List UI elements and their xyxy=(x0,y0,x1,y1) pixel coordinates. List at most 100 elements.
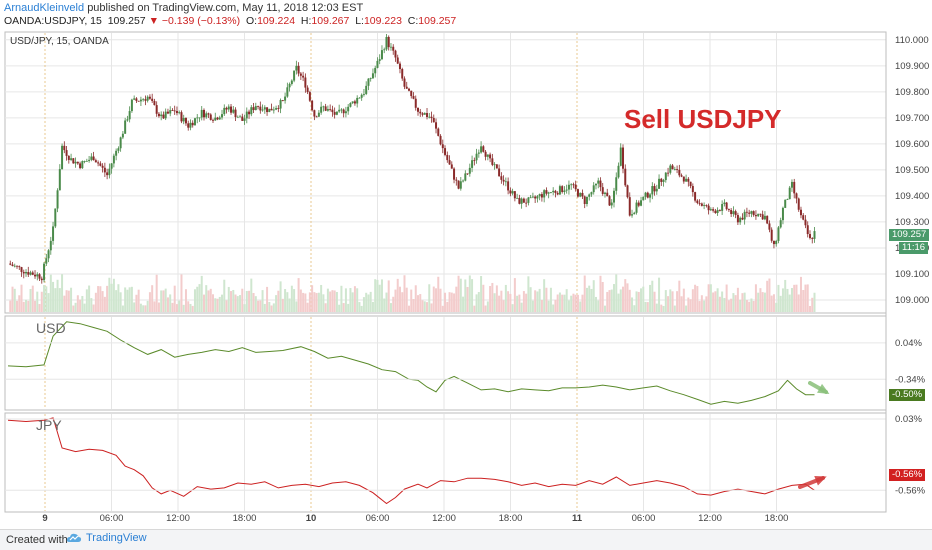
volume-bar xyxy=(227,286,230,312)
volume-bar xyxy=(491,282,494,312)
candle-body xyxy=(477,152,480,154)
candle-body xyxy=(374,67,377,74)
candle-body xyxy=(205,113,208,118)
volume-bar xyxy=(212,294,215,312)
sell-annotation: Sell USDJPY xyxy=(624,104,782,134)
volume-bar xyxy=(680,296,683,312)
candle-body xyxy=(365,85,368,94)
candle-body xyxy=(58,169,61,191)
volume-bar xyxy=(58,288,61,312)
candle-body xyxy=(718,210,721,211)
tradingview-brand[interactable]: TradingView xyxy=(66,532,147,544)
volume-bar xyxy=(362,297,365,312)
volume-bar xyxy=(407,305,410,312)
volume-bar xyxy=(435,288,438,312)
volume-bar xyxy=(191,305,194,312)
brand-label: TradingView xyxy=(86,532,147,544)
candle-body xyxy=(320,106,323,113)
candle-body xyxy=(592,185,595,193)
candle-body xyxy=(119,137,122,149)
candle-body xyxy=(311,100,314,111)
volume-bar xyxy=(464,279,467,312)
volume-bar xyxy=(626,283,629,312)
candle-body xyxy=(786,199,789,200)
candle-body xyxy=(277,108,280,109)
candle-body xyxy=(421,113,424,115)
volume-bar xyxy=(268,301,271,312)
candle-body xyxy=(29,272,32,275)
candle-body xyxy=(288,83,291,88)
high-label: H: xyxy=(300,15,312,27)
volume-bar xyxy=(768,278,771,312)
volume-bar xyxy=(716,288,719,312)
candle-body xyxy=(83,161,86,162)
candle-body xyxy=(392,46,395,51)
candle-body xyxy=(20,267,23,272)
volume-bar xyxy=(27,300,30,312)
candle-body xyxy=(547,192,550,194)
volume-bar xyxy=(266,286,269,312)
volume-bar xyxy=(444,292,447,312)
volume-bar xyxy=(779,295,782,312)
candle-body xyxy=(281,100,284,101)
volume-bar xyxy=(466,286,469,312)
candle-body xyxy=(221,114,224,118)
volume-bar xyxy=(193,289,196,312)
volume-bar xyxy=(556,294,559,312)
volume-bar xyxy=(502,300,505,312)
volume-bar xyxy=(261,290,264,312)
volume-bar xyxy=(662,305,665,312)
candle-body xyxy=(763,215,766,220)
candle-body xyxy=(432,118,435,123)
volume-bar xyxy=(707,284,710,312)
candle-body xyxy=(347,106,350,112)
volume-bar xyxy=(85,289,88,312)
volume-bar xyxy=(563,294,566,312)
volume-bar xyxy=(270,305,273,312)
volume-bar xyxy=(727,300,730,312)
created-with-text: Created with xyxy=(6,534,68,546)
author-link[interactable]: ArnaudKleinveld xyxy=(4,2,85,14)
volume-bar xyxy=(398,286,401,312)
candle-body xyxy=(302,75,305,78)
candle-body xyxy=(464,173,467,181)
candle-body xyxy=(9,263,12,265)
chart-canvas[interactable]: 110.000 109.900 109.800 109.700 109.600 109.5… xyxy=(0,0,932,529)
volume-bar xyxy=(47,293,50,312)
candle-body xyxy=(793,181,796,194)
candle-body xyxy=(162,114,165,119)
volume-bar xyxy=(644,301,647,312)
candle-body xyxy=(734,211,737,216)
candle-body xyxy=(437,128,440,136)
candle-body xyxy=(412,96,415,99)
candle-body xyxy=(430,116,433,119)
candle-body xyxy=(417,107,420,112)
candle-body xyxy=(239,116,242,118)
candle-body xyxy=(133,98,136,100)
volume-bar xyxy=(306,302,309,312)
volume-bar xyxy=(117,284,120,312)
volume-bar xyxy=(160,290,163,312)
candle-body xyxy=(360,94,363,98)
volume-bar xyxy=(396,278,399,312)
volume-bar xyxy=(135,294,138,312)
candle-body xyxy=(362,93,365,95)
candle-body xyxy=(56,190,59,209)
volume-bar xyxy=(689,299,692,312)
candle-body xyxy=(151,98,154,101)
candle-body xyxy=(230,106,233,113)
volume-bar xyxy=(797,294,800,312)
volume-bar xyxy=(281,298,284,312)
price-tick-label: 109.800 xyxy=(895,87,929,98)
volume-bar xyxy=(784,279,787,312)
volume-bar xyxy=(730,298,733,312)
candle-body xyxy=(212,119,215,121)
volume-bar xyxy=(414,285,417,312)
volume-bar xyxy=(748,301,751,312)
volume-bar xyxy=(175,304,178,312)
volume-bar xyxy=(612,284,615,312)
volume-bar xyxy=(676,291,679,312)
volume-bar xyxy=(308,292,311,312)
candle-body xyxy=(396,57,399,64)
volume-bar xyxy=(635,291,638,312)
